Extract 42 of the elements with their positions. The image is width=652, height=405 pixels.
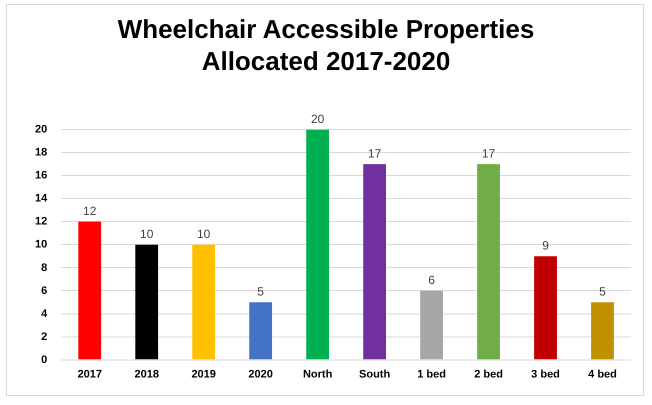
x-tick-label: 2018 xyxy=(134,368,159,380)
data-label: 20 xyxy=(310,112,325,126)
x-tick-label: 4 bed xyxy=(588,368,617,380)
y-tick-label: 20 xyxy=(34,124,48,136)
bar xyxy=(477,164,500,360)
y-tick-label: 12 xyxy=(34,216,48,228)
y-tick-label: 16 xyxy=(34,170,48,182)
x-tick-label: 1 bed xyxy=(417,368,446,380)
y-tick-label: 0 xyxy=(41,354,48,366)
data-label: 10 xyxy=(196,227,211,242)
x-tick-label: 3 bed xyxy=(531,368,560,380)
y-tick-label: 6 xyxy=(41,284,48,297)
data-label: 5 xyxy=(599,284,606,299)
y-tick-label: 14 xyxy=(34,192,48,205)
bar xyxy=(192,244,216,360)
y-tick-label: 4 xyxy=(41,308,48,320)
x-tick-label: 2020 xyxy=(248,368,273,380)
x-tick-label: 2 bed xyxy=(474,368,503,380)
x-tick-label: South xyxy=(359,368,390,380)
data-label: 6 xyxy=(428,273,436,288)
data-label: 17 xyxy=(368,146,382,160)
chart-title: Wheelchair Accessible Properties Allocated 2017-2020 xyxy=(116,13,536,77)
x-tick-label: 2017 xyxy=(77,368,102,380)
y-tick-label: 8 xyxy=(41,262,48,274)
x-tick-label: North xyxy=(302,368,333,380)
bar xyxy=(591,302,614,360)
data-label: 9 xyxy=(542,238,550,253)
data-label: 5 xyxy=(257,284,264,299)
y-tick-label: 2 xyxy=(41,330,48,343)
data-label: 12 xyxy=(83,204,97,218)
bar xyxy=(249,302,272,360)
y-tick-label: 10 xyxy=(34,238,48,251)
bar xyxy=(420,290,443,360)
bar xyxy=(78,222,102,360)
bar xyxy=(135,244,158,360)
data-label: 10 xyxy=(140,227,154,242)
bar xyxy=(306,130,330,360)
x-tick-label: 2019 xyxy=(191,368,216,380)
y-tick-label: 18 xyxy=(34,146,48,159)
data-label: 17 xyxy=(482,146,496,160)
bar xyxy=(534,256,557,360)
bar xyxy=(363,164,386,360)
